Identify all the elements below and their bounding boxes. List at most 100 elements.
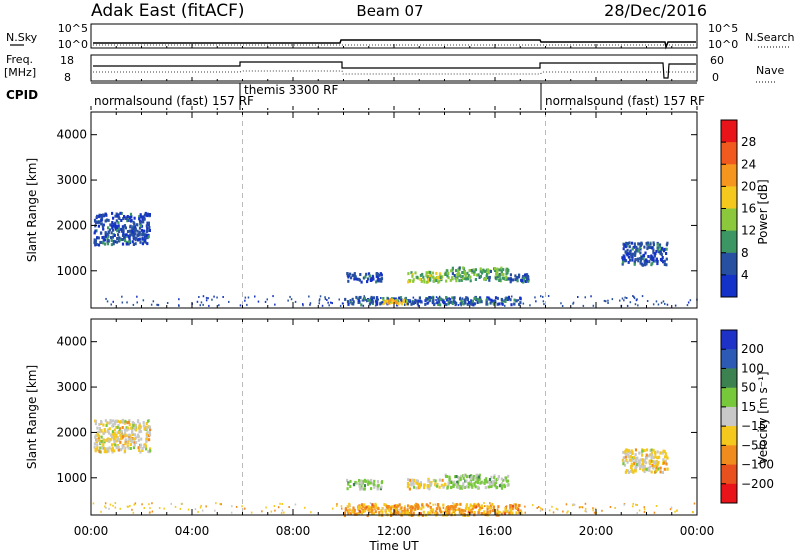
scatter-cell bbox=[131, 233, 134, 237]
ground-scatter-cell bbox=[216, 296, 218, 299]
ground-scatter-cell bbox=[691, 511, 694, 513]
scatter-cell bbox=[652, 466, 655, 470]
colorbar-swatch bbox=[721, 387, 737, 408]
scatter-cell bbox=[126, 219, 129, 223]
scatter-cell bbox=[127, 219, 130, 222]
ground-scatter-cell bbox=[609, 506, 612, 508]
scatter-cell bbox=[93, 231, 96, 235]
scatter-cell bbox=[112, 224, 115, 228]
scatter-cell bbox=[474, 480, 477, 484]
scatter-cell bbox=[663, 259, 666, 263]
scatter-cell bbox=[346, 272, 349, 276]
scatter-cell bbox=[117, 423, 120, 427]
scatter-cell bbox=[108, 228, 112, 232]
scatter-cell bbox=[107, 231, 110, 235]
scatter-cell bbox=[99, 240, 102, 244]
scatter-cell bbox=[664, 455, 667, 459]
scatter-cell bbox=[127, 437, 130, 441]
scatter-cell bbox=[477, 273, 480, 277]
scatter-cell bbox=[462, 482, 465, 486]
scatter-cell bbox=[627, 470, 630, 474]
colorbar-swatch bbox=[721, 208, 737, 232]
ground-scatter-cell bbox=[143, 507, 145, 509]
scatter-cell bbox=[386, 505, 389, 509]
ground-scatter-cell bbox=[129, 504, 131, 507]
scatter-cell bbox=[468, 269, 471, 272]
scatter-cell bbox=[442, 485, 445, 489]
scatter-cell bbox=[486, 268, 489, 272]
scatter-cell bbox=[431, 508, 435, 512]
scatter-cell bbox=[98, 423, 101, 426]
scatter-cell bbox=[627, 255, 630, 259]
scatter-cell bbox=[376, 485, 379, 489]
scatter-cell bbox=[442, 299, 445, 303]
scatter-cell bbox=[132, 231, 135, 235]
scatter-cell bbox=[622, 460, 625, 464]
scatter-cell bbox=[368, 274, 371, 278]
scatter-cell bbox=[650, 470, 653, 474]
scatter-cell bbox=[142, 424, 145, 428]
scatter-cell bbox=[664, 452, 667, 456]
scatter-cell bbox=[522, 278, 525, 282]
scatter-cell bbox=[139, 237, 142, 241]
scatter-cell bbox=[479, 296, 482, 300]
scatter-cell bbox=[653, 254, 656, 258]
scatter-cell bbox=[622, 450, 625, 454]
scatter-cell bbox=[622, 462, 625, 466]
ground-scatter-cell bbox=[239, 304, 242, 307]
ground-scatter-cell bbox=[158, 507, 161, 509]
scatter-cell bbox=[99, 446, 102, 450]
colorbar-tick-label: −200 bbox=[741, 477, 774, 491]
scatter-cell bbox=[473, 504, 476, 508]
scatter-cell bbox=[102, 241, 105, 245]
scatter-cell bbox=[523, 276, 526, 280]
scatter-cell bbox=[527, 276, 530, 279]
ground-scatter-cell bbox=[674, 510, 676, 513]
ground-scatter-cell bbox=[247, 296, 250, 299]
scatter-cell bbox=[102, 238, 105, 242]
nsearch-label: N.Search bbox=[745, 31, 795, 44]
scatter-cell bbox=[505, 479, 509, 483]
ground-scatter-cell bbox=[632, 505, 634, 508]
ground-scatter-cell bbox=[434, 302, 436, 305]
scatter-cell bbox=[102, 446, 105, 450]
ground-scatter-cell bbox=[541, 508, 544, 511]
ground-scatter-cell bbox=[448, 297, 451, 300]
scatter-cell bbox=[449, 481, 452, 485]
scatter-cell bbox=[349, 512, 353, 516]
scatter-cell bbox=[460, 299, 463, 303]
scatter-cell bbox=[484, 486, 487, 490]
scatter-cell bbox=[472, 475, 475, 479]
scatter-cell bbox=[652, 448, 655, 452]
scatter-cell bbox=[639, 258, 643, 262]
ground-scatter-cell bbox=[132, 303, 135, 306]
scatter-cell bbox=[452, 507, 455, 511]
ground-scatter-cell bbox=[660, 301, 663, 304]
scatter-cell bbox=[470, 299, 473, 303]
scatter-cell bbox=[485, 274, 488, 278]
ground-scatter-cell bbox=[400, 299, 403, 302]
scatter-cell bbox=[656, 462, 659, 466]
scatter-cell bbox=[626, 248, 629, 252]
ground-scatter-cell bbox=[496, 508, 499, 511]
scatter-cell bbox=[121, 418, 124, 422]
scatter-cell bbox=[446, 506, 449, 510]
scatter-cell bbox=[134, 428, 138, 432]
ground-scatter-cell bbox=[196, 300, 199, 303]
ground-scatter-cell bbox=[497, 297, 499, 299]
scatter-cell bbox=[100, 213, 103, 217]
scatter-cell bbox=[127, 420, 130, 424]
scatter-cell bbox=[656, 259, 659, 263]
ground-scatter-cell bbox=[112, 300, 114, 303]
scatter-cell bbox=[372, 505, 375, 509]
ground-scatter-cell bbox=[429, 300, 431, 303]
power-panel bbox=[93, 112, 698, 308]
ground-scatter-cell bbox=[443, 302, 446, 305]
scatter-cell bbox=[655, 249, 658, 253]
scatter-cell bbox=[146, 430, 149, 434]
scatter-cell bbox=[466, 302, 469, 306]
scatter-cell bbox=[126, 426, 129, 430]
scatter-cell bbox=[397, 504, 400, 508]
ground-scatter-cell bbox=[674, 304, 677, 307]
scatter-cell bbox=[124, 433, 127, 437]
